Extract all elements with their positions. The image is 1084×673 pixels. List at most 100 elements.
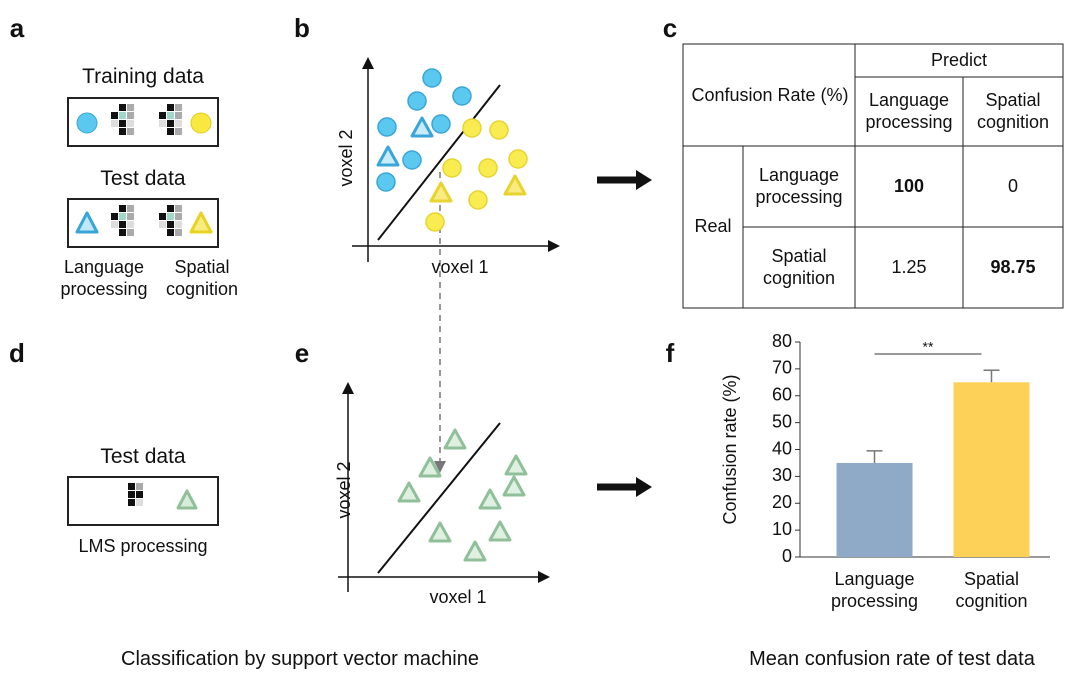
point: [431, 114, 451, 134]
panel-label: c: [662, 13, 678, 44]
point: [429, 181, 453, 203]
pixel: [111, 120, 118, 127]
annotation: **: [923, 339, 934, 355]
pixel: [119, 120, 126, 127]
pixel: [167, 213, 174, 220]
pixel: [111, 112, 118, 119]
pixel: [159, 120, 166, 127]
pixel: [167, 221, 174, 228]
pixel: [167, 229, 174, 236]
pixel: [128, 499, 135, 506]
pixel: [175, 213, 182, 220]
scatter-b: [352, 57, 560, 262]
pixel: [159, 213, 166, 220]
pixel: [159, 104, 166, 111]
pixel: [175, 205, 182, 212]
pixel: [175, 221, 182, 228]
x-tick-label: Language processing: [830, 569, 919, 611]
pixel: [127, 104, 134, 111]
point: [468, 190, 488, 210]
point: [418, 456, 442, 478]
arrow-head: [636, 170, 652, 190]
pixel: [128, 491, 135, 498]
bar: [836, 462, 913, 557]
label: LMS processing: [78, 536, 208, 557]
point: [376, 172, 396, 192]
point: [443, 428, 467, 450]
point: [442, 158, 462, 178]
pixel: [159, 128, 166, 135]
pixel: [111, 229, 118, 236]
y-tick-label: 40: [772, 438, 792, 458]
data-box: [67, 198, 219, 248]
pixel: [111, 104, 118, 111]
pixel: [159, 205, 166, 212]
data-box: [67, 476, 219, 526]
table-header: Confusion Rate (%): [691, 84, 849, 105]
circle-yellow: [190, 112, 212, 134]
pixel: [127, 229, 134, 236]
point: [377, 117, 397, 137]
caption: Classification by support vector machine: [121, 648, 479, 670]
y-tick-label: 0: [782, 546, 792, 566]
pixel: [175, 229, 182, 236]
label: Spatial cognition: [165, 257, 239, 299]
y-tick-label: 70: [772, 358, 792, 378]
bar: [953, 382, 1030, 557]
y-axis-label: voxel 2: [336, 129, 356, 186]
x-axis-label: voxel 1: [429, 587, 487, 608]
pixel: [127, 112, 134, 119]
row-label: Language processing: [755, 164, 843, 207]
table-header: Predict: [930, 49, 988, 70]
y-tick-label: 10: [772, 519, 792, 539]
pixel: [159, 221, 166, 228]
panel-label: d: [9, 338, 25, 369]
point: [508, 149, 528, 169]
point: [504, 454, 528, 476]
point: [489, 120, 509, 140]
pixel: [111, 213, 118, 220]
arrow-head: [636, 477, 652, 497]
point: [397, 481, 421, 503]
panel-label: e: [294, 338, 310, 369]
panel-label: f: [665, 338, 675, 369]
table-cell: 0: [1007, 175, 1018, 196]
point: [425, 212, 445, 232]
pixel: [119, 128, 126, 135]
y-tick-label: 80: [772, 331, 792, 351]
point: [428, 521, 452, 543]
caption: Mean confusion rate of test data: [749, 648, 1035, 670]
point: [503, 174, 527, 196]
pixel: [111, 205, 118, 212]
point: [410, 116, 434, 138]
table-cell: 1.25: [891, 256, 927, 277]
pixel: [119, 205, 126, 212]
label: Language processing: [60, 257, 148, 299]
y-tick-label: 50: [772, 411, 792, 431]
point: [422, 68, 442, 88]
y-tick-label: 30: [772, 465, 792, 485]
point: [452, 86, 472, 106]
triangle-green: [176, 489, 198, 510]
title: Test data: [100, 167, 186, 191]
panel-label: a: [9, 13, 25, 44]
pixel: [167, 120, 174, 127]
table-cell: 100: [893, 175, 925, 196]
point: [462, 118, 482, 138]
triangle-blue: [75, 211, 99, 234]
pixel: [127, 213, 134, 220]
data-box: [67, 97, 219, 147]
pixel: [119, 104, 126, 111]
y-tick-label: 20: [772, 492, 792, 512]
pixel: [127, 205, 134, 212]
pixel: [167, 205, 174, 212]
pixel: [136, 491, 143, 498]
point: [478, 158, 498, 178]
point: [376, 145, 400, 167]
pixel: [127, 120, 134, 127]
table-header: Real: [694, 216, 732, 237]
panel-label: b: [294, 13, 310, 44]
x-tick-label: Spatial cognition: [955, 569, 1028, 611]
pixel: [159, 112, 166, 119]
